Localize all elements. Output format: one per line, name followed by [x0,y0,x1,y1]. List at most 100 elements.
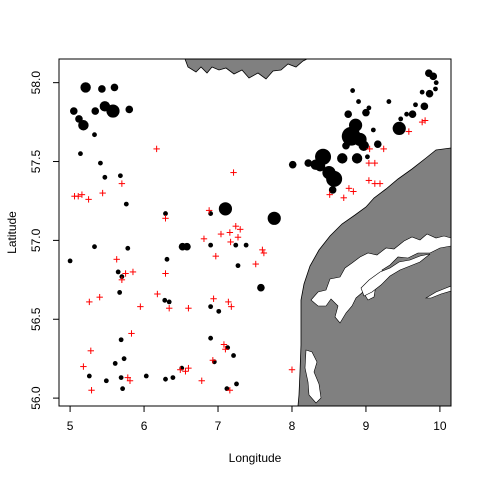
plus-point [128,330,135,337]
circle-point [67,258,73,264]
circle-point [404,111,410,117]
plus-point [162,270,169,277]
circle-point [373,140,382,148]
plus-point [210,295,217,302]
plus-point [228,303,235,310]
plus-point [88,387,95,394]
circle-point [314,161,326,172]
circle-point [233,242,239,248]
circle-point [386,99,392,104]
x-tick-label: 10 [433,419,447,433]
y-tick-label: 57.0 [29,228,43,252]
axes-layer: 5 6 7 8 9 10 56.0 56.5 57.0 57.5 58.0 Longitude Lati… [5,71,447,465]
plus-point [350,188,357,195]
plus-point [365,159,373,167]
land-norway [184,59,308,80]
circle-point [102,174,108,180]
plus-point [99,189,106,197]
plus-point [129,268,137,276]
circle-point [69,107,78,115]
y-tick-label: 57.5 [29,150,43,174]
circle-point [348,118,363,132]
x-axis-title: Longitude [229,451,282,465]
circle-point [115,269,121,275]
plus-point [326,191,333,198]
circle-point [92,132,97,138]
plus-point [365,177,373,184]
circle-point [125,105,134,114]
plus-point [86,298,93,306]
plus-point [232,222,239,230]
circle-point [356,99,361,104]
plus-point [418,118,426,126]
plus-point [421,117,429,124]
land-layer [184,59,451,406]
circle-point [243,242,249,248]
plus-point [177,366,184,373]
y-axis-title: Latitude [5,211,19,254]
circle-point [183,242,191,251]
circle-point [163,211,168,216]
plus-point [209,357,217,364]
plus-point [260,249,268,257]
markers-layer [67,69,439,394]
circle-point [398,116,404,122]
sea-channel [360,253,431,297]
circle-point [120,386,126,392]
plus-point [380,145,387,153]
plus-point [96,293,103,301]
circle-point [98,85,106,93]
circle-point [123,201,129,207]
plus-point [122,270,129,277]
plus-point [166,305,173,312]
plus-point [225,298,232,306]
plus-point [118,276,126,284]
circle-point [234,381,239,387]
plus-point [405,128,413,135]
circle-point [162,297,168,303]
plus-point [217,230,225,238]
plus-point [85,196,92,203]
circle-point [257,283,265,292]
circle-point [163,376,168,382]
circle-point [112,361,118,366]
circle-point [110,83,119,92]
circle-point [78,120,89,131]
plus-point [371,159,379,167]
plus-point [345,185,353,192]
circle-point [231,353,236,358]
circle-point [80,82,91,93]
plus-point [162,215,169,222]
circle-point [408,110,417,119]
circle-point [358,140,369,151]
x-tick-label: 5 [67,419,74,433]
plus-point [154,290,161,298]
circle-point [304,159,313,167]
circle-point [288,160,297,169]
plus-point [212,252,219,260]
plus-point [227,238,234,246]
x-tick-label: 8 [289,419,296,433]
x-tick-label: 6 [141,419,148,433]
circle-point [326,170,343,187]
plus-point [75,193,82,200]
plus-point [376,180,384,187]
circle-point [86,373,92,379]
plus-point [200,235,208,243]
circle-point [208,242,214,248]
circle-point [208,335,214,341]
circle-point [117,173,123,179]
circle-point [392,121,406,135]
plus-point [340,194,347,201]
plus-point [185,305,192,312]
circle-point [121,356,127,362]
y-tick-label: 56.0 [29,386,43,410]
plus-point [87,347,95,354]
circle-point [429,72,438,81]
circle-point [92,244,97,250]
x-tick-label: 7 [215,419,222,433]
x-tick-label: 9 [363,419,370,433]
plus-point [288,366,296,373]
plus-point [185,364,192,372]
plus-point [226,229,234,236]
